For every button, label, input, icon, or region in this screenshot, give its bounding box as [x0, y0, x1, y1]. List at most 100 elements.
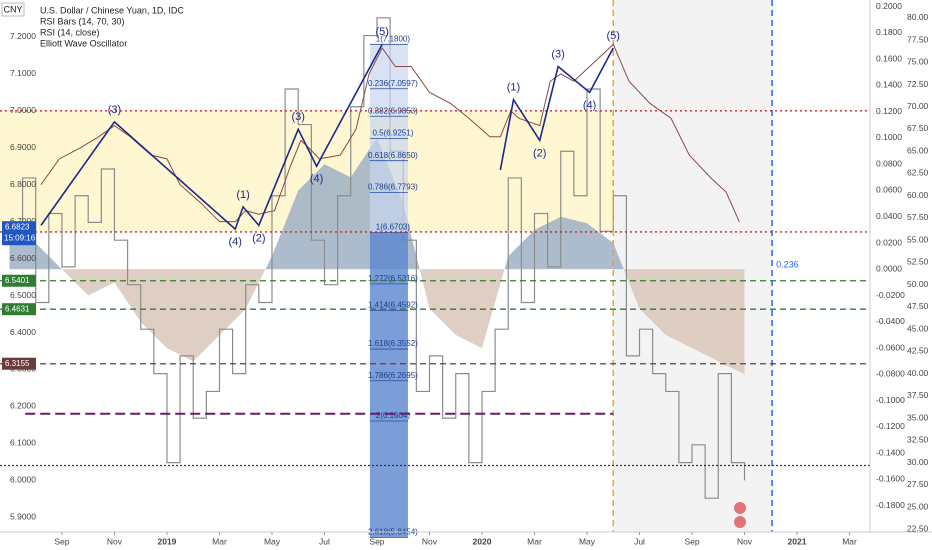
price-line	[40, 43, 740, 223]
y-tick-label: 6.5000	[10, 290, 36, 300]
fib-label: 0.236(7.0597)	[368, 79, 418, 88]
plot-area: 0.236 1(7.1800) 0.236(7.0597) 0.382(6.9853)…	[0, 0, 870, 538]
price-tag: 6.5401	[5, 276, 30, 285]
oscillator-negative	[9, 269, 745, 375]
price-tag: 6.3155	[5, 359, 30, 368]
y-tick-label: 6.9000	[10, 142, 36, 152]
x-tick-label: Nov	[737, 536, 753, 546]
y2-tick-label: 0.2000	[876, 1, 902, 11]
price-tag-bg	[2, 274, 36, 287]
wave-label: (5)	[376, 26, 389, 38]
y-tick-label: 7.1000	[10, 68, 36, 78]
x-tick-label: May	[579, 536, 596, 546]
wave-label: (3)	[291, 111, 304, 123]
rsi-tick-label: 55.00	[907, 234, 929, 244]
last-price: 6.6823	[5, 222, 30, 231]
elliott-wave	[40, 43, 383, 231]
x-tick-label: Sep	[54, 536, 69, 546]
fib-label: 0.5(6.9251)	[372, 129, 413, 138]
y-tick-label: 6.7000	[10, 216, 36, 226]
rsi-tick-label: 40.00	[907, 368, 929, 378]
fib-label: 1.414(6.4592)	[368, 301, 418, 310]
rsi-tick-label: 70.00	[907, 101, 929, 111]
rsi-tick-label: 67.50	[907, 123, 929, 133]
wave-label: (5)	[607, 30, 620, 42]
x-tick-label: 2021	[788, 536, 807, 546]
y2-tick-label: 0.1200	[876, 106, 902, 116]
y2-tick-label: -0.1200	[876, 421, 905, 431]
fib-label: 0.618(6.8650)	[368, 151, 418, 160]
x-tick-label: May	[264, 536, 281, 546]
oscillator-positive	[9, 137, 624, 270]
indicator: RSI (14, close)	[40, 27, 100, 37]
y-tick-label: 7.0000	[10, 105, 36, 115]
wave-label: (4)	[228, 236, 241, 248]
y-tick-label: 5.9000	[10, 511, 36, 521]
y2-tick-label: 0.1000	[876, 132, 902, 142]
x-tick-label: 2020	[473, 536, 492, 546]
price-tag-bg	[2, 357, 36, 370]
event-icon[interactable]	[734, 502, 746, 514]
fib-label: 0.382(6.9853)	[368, 106, 418, 115]
symbol: CNY	[3, 4, 22, 14]
wave-label: (4)	[583, 99, 596, 111]
rsi-tick-label: 22.50	[907, 524, 929, 534]
last-price-bg	[2, 221, 36, 246]
countdown: 15:09:16	[4, 233, 36, 242]
x-tick-label: Nov	[422, 536, 438, 546]
wave-label: (1)	[507, 82, 520, 94]
rsi-tick-label: 25.00	[907, 501, 929, 511]
y2-tick-label: 0.0200	[876, 237, 902, 247]
rsi-tick-label: 32.50	[907, 435, 929, 445]
y2-tick-label: -0.0800	[876, 369, 905, 379]
y-tick-label: 6.0000	[10, 475, 36, 485]
y-tick-label: 7.2000	[10, 31, 36, 41]
fib-label: 1.272(6.5316)	[368, 274, 418, 283]
y2-tick-label: 0.0600	[876, 185, 902, 195]
fib-label: 2(6.1604)	[376, 411, 411, 420]
wave-label: (4)	[310, 173, 323, 185]
y2-tick-label: -0.0400	[876, 316, 905, 326]
rsi-tick-label: 37.50	[907, 390, 929, 400]
indicator: Elliott Wave Oscillator	[40, 38, 127, 48]
rsi-tick-label: 30.00	[907, 457, 929, 467]
vertical-line-label: 0.236	[776, 259, 799, 269]
y2-tick-label: 0.0400	[876, 211, 902, 221]
y2-tick-label: 0.0000	[876, 264, 902, 274]
wave-label: (2)	[533, 147, 546, 159]
y-tick-label: 6.1000	[10, 438, 36, 448]
rsi-tick-label: 65.00	[907, 145, 929, 155]
y-tick-label: 6.8000	[10, 179, 36, 189]
chart-title: U.S. Dollar / Chinese Yuan, 1D, IDC	[40, 5, 184, 15]
wave-label: (3)	[551, 48, 564, 60]
event-icon[interactable]	[734, 516, 746, 528]
y2-tick-label: -0.1600	[876, 474, 905, 484]
x-tick-label: Mar	[212, 536, 227, 546]
elliott-wave	[499, 47, 614, 171]
price-tag: 6.4631	[5, 304, 30, 313]
rsi-tick-label: 35.00	[907, 412, 929, 422]
y-tick-label: 6.6000	[10, 253, 36, 263]
x-tick-label: Nov	[107, 536, 123, 546]
wave-label: (2)	[252, 232, 265, 244]
y2-tick-label: 0.1800	[876, 27, 902, 37]
rsi-tick-label: 77.50	[907, 34, 929, 44]
y2-tick-label: 0.0800	[876, 158, 902, 168]
y-tick-label: 6.4000	[10, 327, 36, 337]
fib-label: 1.618(6.3552)	[368, 339, 418, 348]
indicator: RSI Bars (14, 70, 30)	[40, 16, 125, 26]
x-tick-label: Jul	[634, 536, 645, 546]
rsi-tick-label: 62.50	[907, 168, 929, 178]
fib-label: 0.786(6.7793)	[368, 182, 418, 191]
y2-tick-label: 0.1600	[876, 53, 902, 63]
rsi-tick-label: 57.50	[907, 212, 929, 222]
rsi-tick-label: 50.00	[907, 279, 929, 289]
rsi-tick-label: 47.50	[907, 301, 929, 311]
wave-label: (3)	[108, 104, 121, 116]
x-tick-label: Mar	[527, 536, 542, 546]
y2-tick-label: -0.0200	[876, 290, 905, 300]
y2-tick-label: -0.1800	[876, 500, 905, 510]
x-tick-label: Jul	[319, 536, 330, 546]
